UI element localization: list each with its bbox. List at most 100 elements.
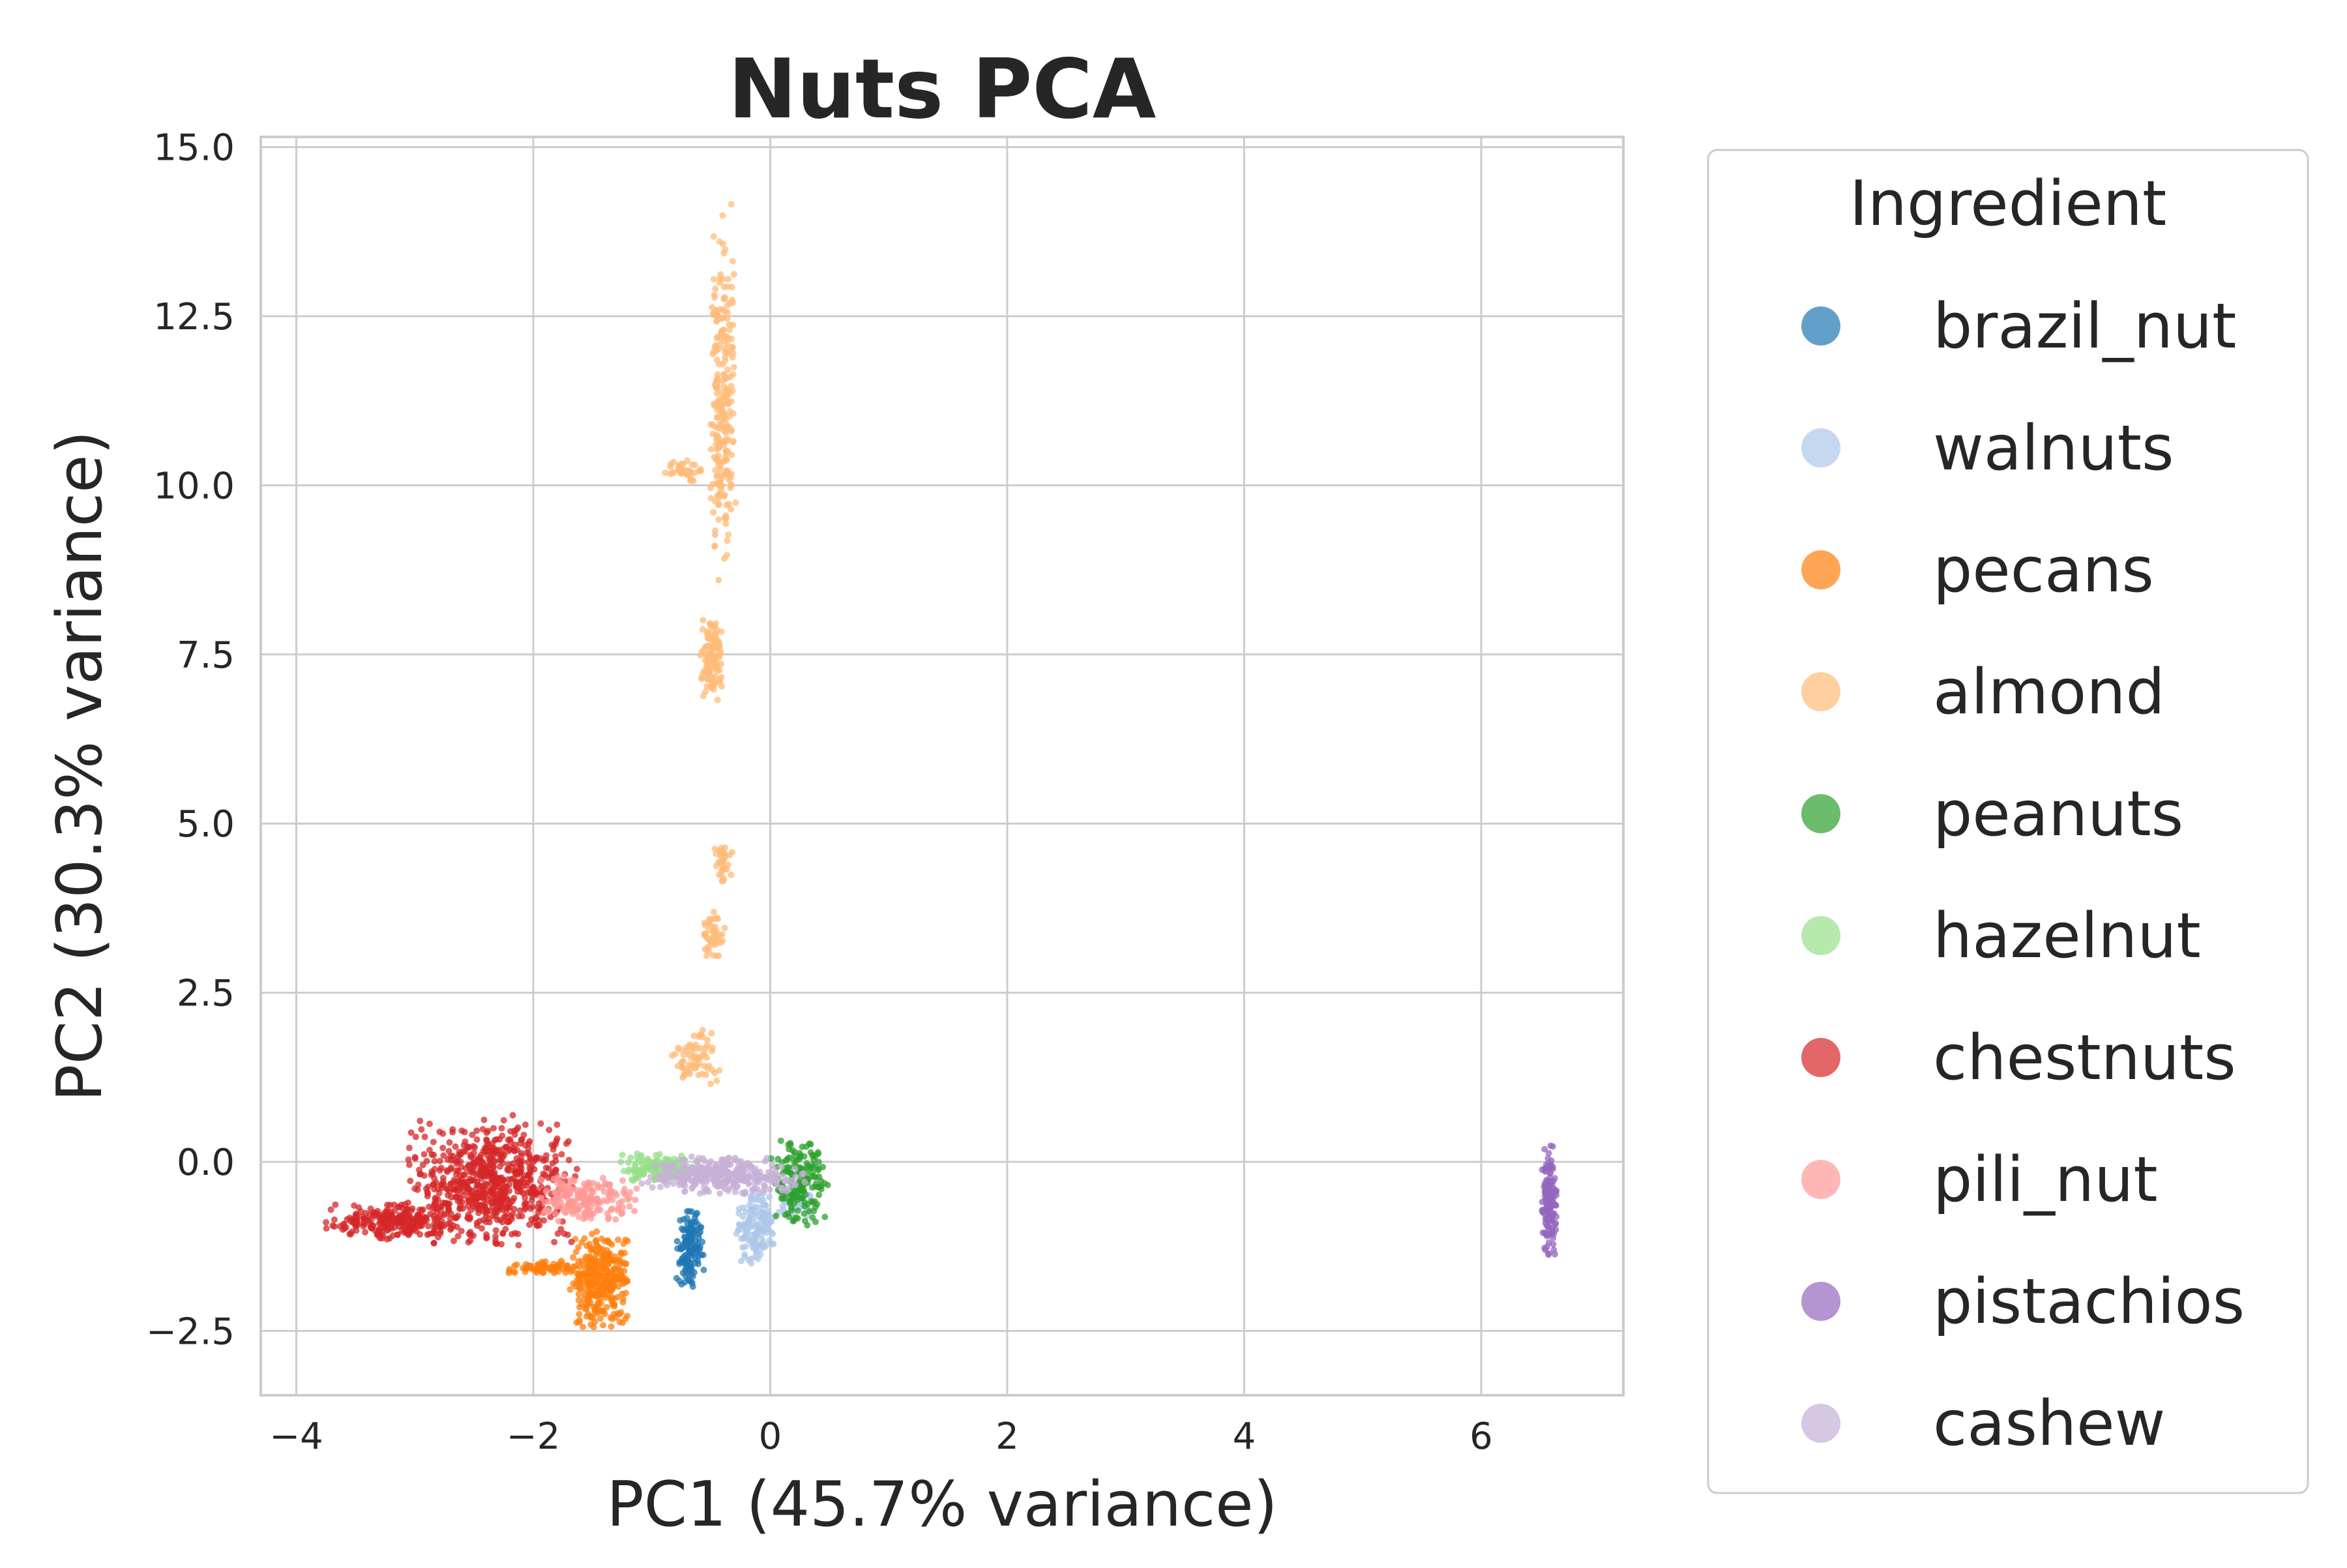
data-point (499, 1151, 506, 1157)
data-point (480, 1173, 487, 1180)
data-point (712, 673, 718, 680)
data-point (331, 1223, 338, 1230)
data-point (580, 1295, 587, 1303)
data-point (469, 1131, 476, 1138)
data-point (724, 302, 731, 309)
data-point (717, 316, 724, 322)
data-point (681, 1157, 688, 1164)
data-point (771, 1174, 778, 1181)
data-point (370, 1222, 377, 1229)
data-point (622, 1290, 629, 1297)
data-point (684, 1208, 690, 1215)
data-point (567, 1198, 574, 1205)
legend-label-pistachios: pistachios (1933, 1266, 2245, 1338)
data-point (553, 1138, 560, 1144)
data-point (721, 555, 728, 562)
data-point (353, 1215, 361, 1222)
data-point (696, 1054, 703, 1061)
data-point (715, 452, 722, 459)
data-point (728, 482, 735, 489)
data-point (715, 952, 722, 959)
data-point (473, 1136, 480, 1143)
legend-label-pecans: pecans (1933, 535, 2154, 606)
data-point (794, 1207, 801, 1214)
data-point (626, 1203, 633, 1210)
data-point (585, 1291, 593, 1298)
data-point (612, 1253, 619, 1260)
data-point (360, 1223, 367, 1230)
data-point (722, 1166, 729, 1173)
data-point (684, 457, 691, 464)
data-point (619, 1209, 626, 1217)
data-point (498, 1174, 505, 1181)
data-point (703, 1054, 710, 1061)
data-point (593, 1247, 600, 1254)
data-point (696, 1190, 703, 1197)
data-point (524, 1189, 531, 1196)
data-point (709, 430, 716, 437)
data-point (430, 1138, 437, 1146)
data-point (793, 1157, 800, 1164)
y-tick-label: 15.0 (153, 127, 235, 170)
data-point (347, 1231, 355, 1237)
data-point (1539, 1206, 1546, 1213)
data-point (502, 1144, 509, 1150)
data-point (592, 1196, 599, 1204)
data-point (724, 366, 731, 373)
data-point (407, 1129, 415, 1136)
data-point (622, 1260, 629, 1267)
data-point (605, 1270, 612, 1277)
data-point (698, 1224, 705, 1231)
data-point (699, 671, 706, 678)
data-point (585, 1310, 592, 1317)
data-point (815, 1159, 822, 1166)
data-point (696, 467, 702, 475)
data-point (583, 1255, 590, 1262)
data-point (522, 1121, 529, 1129)
data-point (711, 623, 718, 630)
y-tick-label: 10.0 (153, 465, 235, 507)
data-point (730, 371, 737, 378)
data-point (720, 437, 727, 444)
series-pili_nut (537, 1173, 640, 1224)
data-point (816, 1191, 823, 1198)
data-point (387, 1224, 394, 1230)
data-point (667, 470, 674, 477)
data-point (730, 364, 737, 371)
data-point (452, 1215, 459, 1222)
data-point (713, 413, 720, 421)
legend-label-pili_nut: pili_nut (1933, 1144, 2158, 1216)
data-point (538, 1176, 545, 1183)
data-point (679, 1065, 686, 1072)
data-point (1549, 1143, 1556, 1150)
data-point (758, 1221, 765, 1228)
data-point (1552, 1250, 1558, 1258)
data-point (724, 315, 731, 322)
data-point (540, 1217, 548, 1224)
data-point (625, 1159, 632, 1166)
data-point (515, 1241, 522, 1249)
legend-marker-pili_nut (1801, 1160, 1840, 1199)
data-point (797, 1153, 804, 1161)
data-point (726, 1155, 733, 1161)
data-point (696, 1246, 703, 1253)
data-point (592, 1307, 599, 1314)
data-point (483, 1137, 490, 1144)
data-point (715, 576, 722, 584)
data-point (454, 1179, 461, 1187)
data-point (640, 1170, 647, 1176)
data-point (448, 1194, 455, 1201)
data-point (766, 1193, 773, 1200)
data-point (409, 1205, 416, 1212)
data-point (692, 1041, 700, 1048)
legend-label-chestnuts: chestnuts (1933, 1022, 2236, 1094)
data-point (633, 1185, 640, 1192)
data-point (418, 1126, 425, 1133)
data-point (571, 1177, 578, 1185)
data-point (447, 1210, 454, 1217)
data-point (582, 1266, 589, 1273)
data-point (509, 1112, 516, 1119)
data-point (809, 1151, 816, 1159)
data-point (444, 1156, 451, 1163)
data-point (513, 1261, 520, 1268)
